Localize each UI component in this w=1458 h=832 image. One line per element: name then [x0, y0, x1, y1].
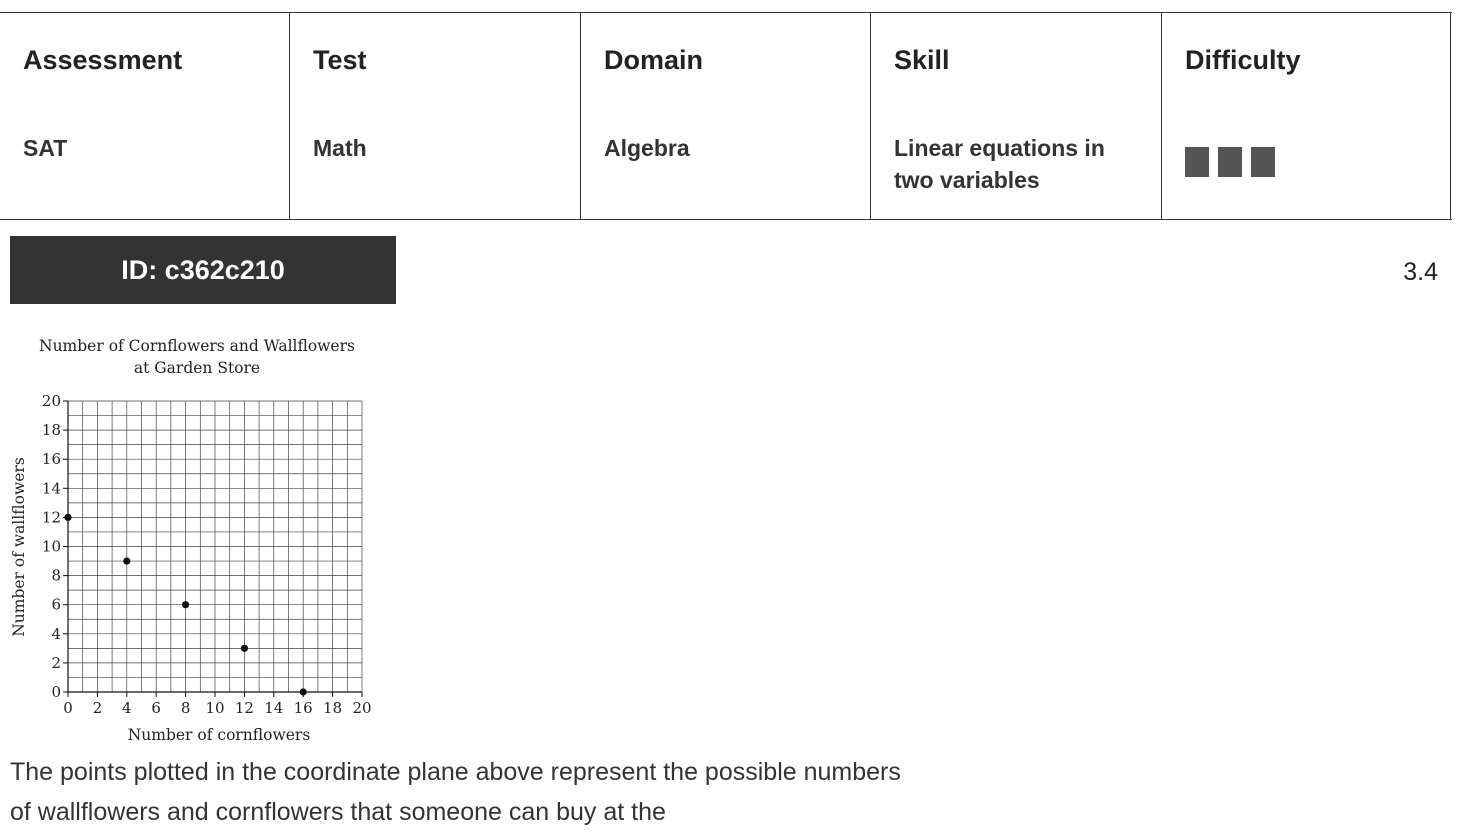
skill-value: Linear equations in two variables	[894, 135, 1105, 193]
skill-header: Skill	[894, 45, 950, 75]
x-tick-label: 10	[205, 699, 224, 717]
y-tick-label: 10	[42, 538, 61, 556]
y-tick-label: 2	[51, 654, 61, 672]
data-point	[240, 644, 248, 652]
y-tick-label: 8	[51, 567, 61, 585]
x-tick-labels: 0 2 4 6 8 10 12 14 16 18 20	[63, 692, 372, 717]
question-id-badge: ID: c362c210	[10, 236, 396, 304]
metadata-table: Assessment SAT Test Math Domain Algebra …	[0, 12, 1452, 220]
difficulty-header: Difficulty	[1185, 45, 1301, 75]
y-tick-label: 4	[51, 625, 61, 643]
data-point	[182, 601, 190, 609]
x-tick-label: 6	[151, 699, 161, 717]
domain-value: Algebra	[604, 135, 690, 161]
question-text: The points plotted in the coordinate pla…	[10, 758, 901, 826]
x-tick-label: 0	[63, 699, 73, 717]
y-tick-label: 12	[42, 508, 61, 526]
x-tick-label: 16	[294, 699, 313, 717]
y-axis-label: Number of wallflowers	[10, 457, 28, 637]
chart-title-line1: Number of Cornflowers and Wallflowers	[39, 337, 355, 355]
test-header: Test	[313, 45, 367, 75]
assessment-value: SAT	[23, 135, 68, 161]
x-axis-label: Number of cornflowers	[128, 726, 311, 744]
x-tick-label: 12	[235, 699, 254, 717]
difficulty-indicator	[1185, 147, 1275, 177]
test-column: Test Math	[290, 13, 581, 219]
y-tick-label: 18	[42, 421, 61, 439]
data-points	[64, 513, 307, 696]
assessment-header: Assessment	[23, 45, 183, 75]
difficulty-block	[1185, 147, 1209, 177]
version-number: 3.4	[1403, 258, 1438, 286]
x-tick-label: 2	[93, 699, 103, 717]
domain-column: Domain Algebra	[581, 13, 871, 219]
difficulty-column: Difficulty	[1161, 13, 1451, 219]
domain-header: Domain	[604, 45, 704, 75]
difficulty-block	[1218, 147, 1242, 177]
y-tick-label: 0	[51, 683, 61, 701]
data-point	[299, 688, 307, 696]
x-tick-label: 14	[264, 699, 283, 717]
y-tick-label: 6	[51, 596, 61, 614]
x-tick-label: 18	[323, 699, 342, 717]
scatter-chart: Number of Cornflowers and Wallflowers at…	[10, 337, 372, 744]
data-point	[64, 513, 72, 521]
chart-grid	[67, 400, 363, 693]
y-tick-label: 14	[42, 479, 61, 497]
chart-title-line2: at Garden Store	[134, 359, 260, 377]
test-value: Math	[313, 135, 367, 161]
x-tick-label: 20	[352, 699, 371, 717]
x-tick-label: 4	[122, 699, 132, 717]
y-tick-label: 16	[42, 450, 61, 468]
assessment-column: Assessment SAT	[0, 13, 290, 219]
y-tick-labels: 0 2 4 6 8 10 12 14 16 18 20	[42, 392, 68, 701]
difficulty-block	[1251, 147, 1275, 177]
data-point	[123, 557, 131, 565]
x-tick-label: 8	[181, 699, 191, 717]
y-tick-label: 20	[42, 392, 61, 410]
skill-column: Skill Linear equations in two variables	[871, 13, 1162, 219]
